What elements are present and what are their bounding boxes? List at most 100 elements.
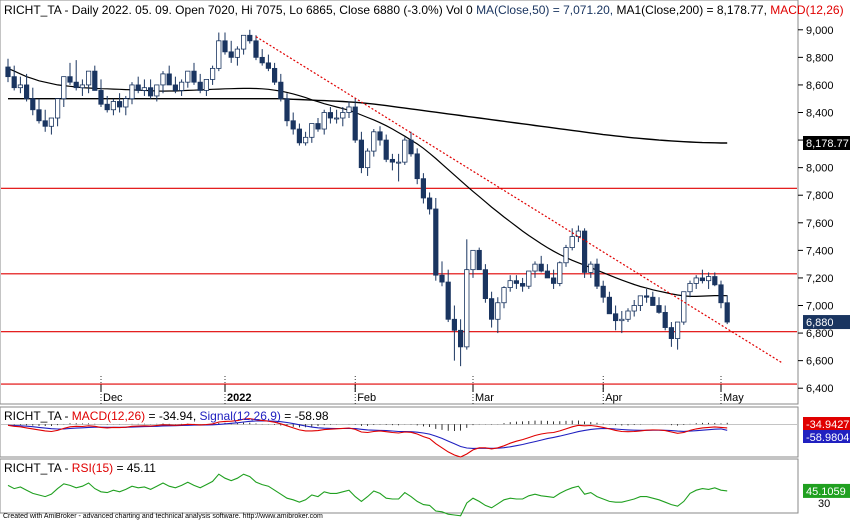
ma50-line <box>7 67 728 297</box>
candle-body <box>147 87 154 97</box>
date-x-axis: Dec 2022 Feb Mar Apr May <box>100 376 744 404</box>
candle-body <box>526 270 532 287</box>
candle-body <box>265 62 272 69</box>
candle-body <box>358 139 365 169</box>
price-panel-title: RICHT_TA - Daily 2022. 05. 09. Open 7020… <box>4 3 844 17</box>
candle-body <box>557 262 563 284</box>
candle-body <box>284 98 290 122</box>
macd-series: -34.9427-58.9804 <box>1 417 850 458</box>
candle-body <box>383 139 389 160</box>
candle-body <box>656 305 662 313</box>
candle-body <box>290 120 296 130</box>
candle-body <box>48 117 55 127</box>
month-tick-label: May <box>723 392 744 404</box>
price-y-axis: 9,0008,8008,6008,4008,2008,0007,8007,600… <box>798 25 834 395</box>
candle-body <box>420 178 427 199</box>
candle-body <box>588 263 594 273</box>
candle-body <box>606 296 613 315</box>
candle-body <box>296 128 303 144</box>
candle-body <box>445 281 451 320</box>
candle-body <box>470 249 476 271</box>
month-tick-label: 2022 <box>227 392 251 404</box>
candle-body <box>86 70 92 86</box>
price-title-part-main: RICHT_TA - Daily 2022. 05. 09. Open 7020… <box>4 3 476 17</box>
candle-body <box>544 270 551 279</box>
candle-body <box>724 302 730 323</box>
macd-title-part-1: MACD(12,26) <box>72 409 145 423</box>
last-value-text: 6,880 <box>806 317 834 329</box>
candle-body <box>253 40 259 58</box>
candle-body <box>371 131 377 152</box>
candle-body <box>141 87 147 91</box>
candlestick-series <box>5 29 730 367</box>
price-tick-label: 8,400 <box>806 108 834 120</box>
price-title-part-macd: MACD(12,26) <box>770 3 843 17</box>
candle-body <box>457 329 464 348</box>
candle-body <box>42 120 48 127</box>
candle-body <box>563 247 569 264</box>
candle-body <box>433 208 439 276</box>
candle-body <box>389 158 396 163</box>
macd-title-part-4: = -58.98 <box>281 409 329 423</box>
price-tick-label: 7,400 <box>806 245 834 257</box>
price-panel[interactable] <box>0 0 799 405</box>
candle-body <box>240 34 247 50</box>
candle-body <box>582 230 588 273</box>
price-tick-label: 8,800 <box>806 52 834 64</box>
candle-body <box>569 236 575 248</box>
candle-body <box>637 295 644 306</box>
candle-body <box>315 123 321 130</box>
price-tick-label: 6,600 <box>806 356 834 368</box>
price-last-value-labels: 8,178.77 6,880 <box>803 135 850 330</box>
candle-body <box>172 84 178 91</box>
candle-body <box>507 280 513 288</box>
downtrend-line <box>255 36 784 364</box>
candle-body <box>197 81 203 91</box>
macd-title-part-2: = -34.94, <box>145 409 199 423</box>
candle-body <box>247 34 253 42</box>
price-tick-label: 7,200 <box>806 273 834 285</box>
downtrend-dotted-line <box>255 36 784 364</box>
candle-body <box>216 40 222 69</box>
price-tick-label: 7,800 <box>806 190 834 202</box>
candle-body <box>594 263 600 287</box>
candle-body <box>135 84 141 91</box>
candle-body <box>426 197 433 210</box>
candle-body <box>619 318 625 322</box>
price-title-part-ma50: MA(Close,50) = 7,071.20, <box>476 3 616 17</box>
macd-last-value-box <box>803 430 850 443</box>
candle-body <box>551 277 557 284</box>
price-tick-label: 6,400 <box>806 383 834 395</box>
candle-body <box>191 70 197 83</box>
candle-body <box>129 84 135 100</box>
candle-body <box>36 109 42 122</box>
candle-body <box>327 112 334 119</box>
candle-body <box>67 76 73 83</box>
macd-last-value-box <box>803 417 850 430</box>
month-tick-label: Apr <box>605 392 622 404</box>
macd-title-part-3: Signal(12,26,9) <box>200 409 281 423</box>
candle-body <box>687 283 693 293</box>
candle-body <box>209 67 216 80</box>
candle-body <box>23 84 30 100</box>
candle-body <box>352 106 358 141</box>
macd-polyline <box>7 418 728 458</box>
price-tick-label: 8,600 <box>806 80 834 92</box>
candle-body <box>259 56 265 64</box>
candle-body <box>476 249 482 271</box>
candle-body <box>154 84 160 97</box>
candle-body <box>395 161 402 164</box>
candle-body <box>451 318 458 331</box>
candle-body <box>662 311 668 328</box>
candle-body <box>104 103 110 111</box>
candle-body <box>402 139 408 163</box>
candle-body <box>495 302 501 320</box>
candle-body <box>464 269 470 348</box>
rsi-title-part-1: RSI(15) <box>72 461 113 475</box>
candle-body <box>333 117 340 120</box>
price-tick-label: 6,800 <box>806 328 834 340</box>
macd-last-value-text: -58.9804 <box>806 432 849 444</box>
candle-body <box>321 112 327 130</box>
